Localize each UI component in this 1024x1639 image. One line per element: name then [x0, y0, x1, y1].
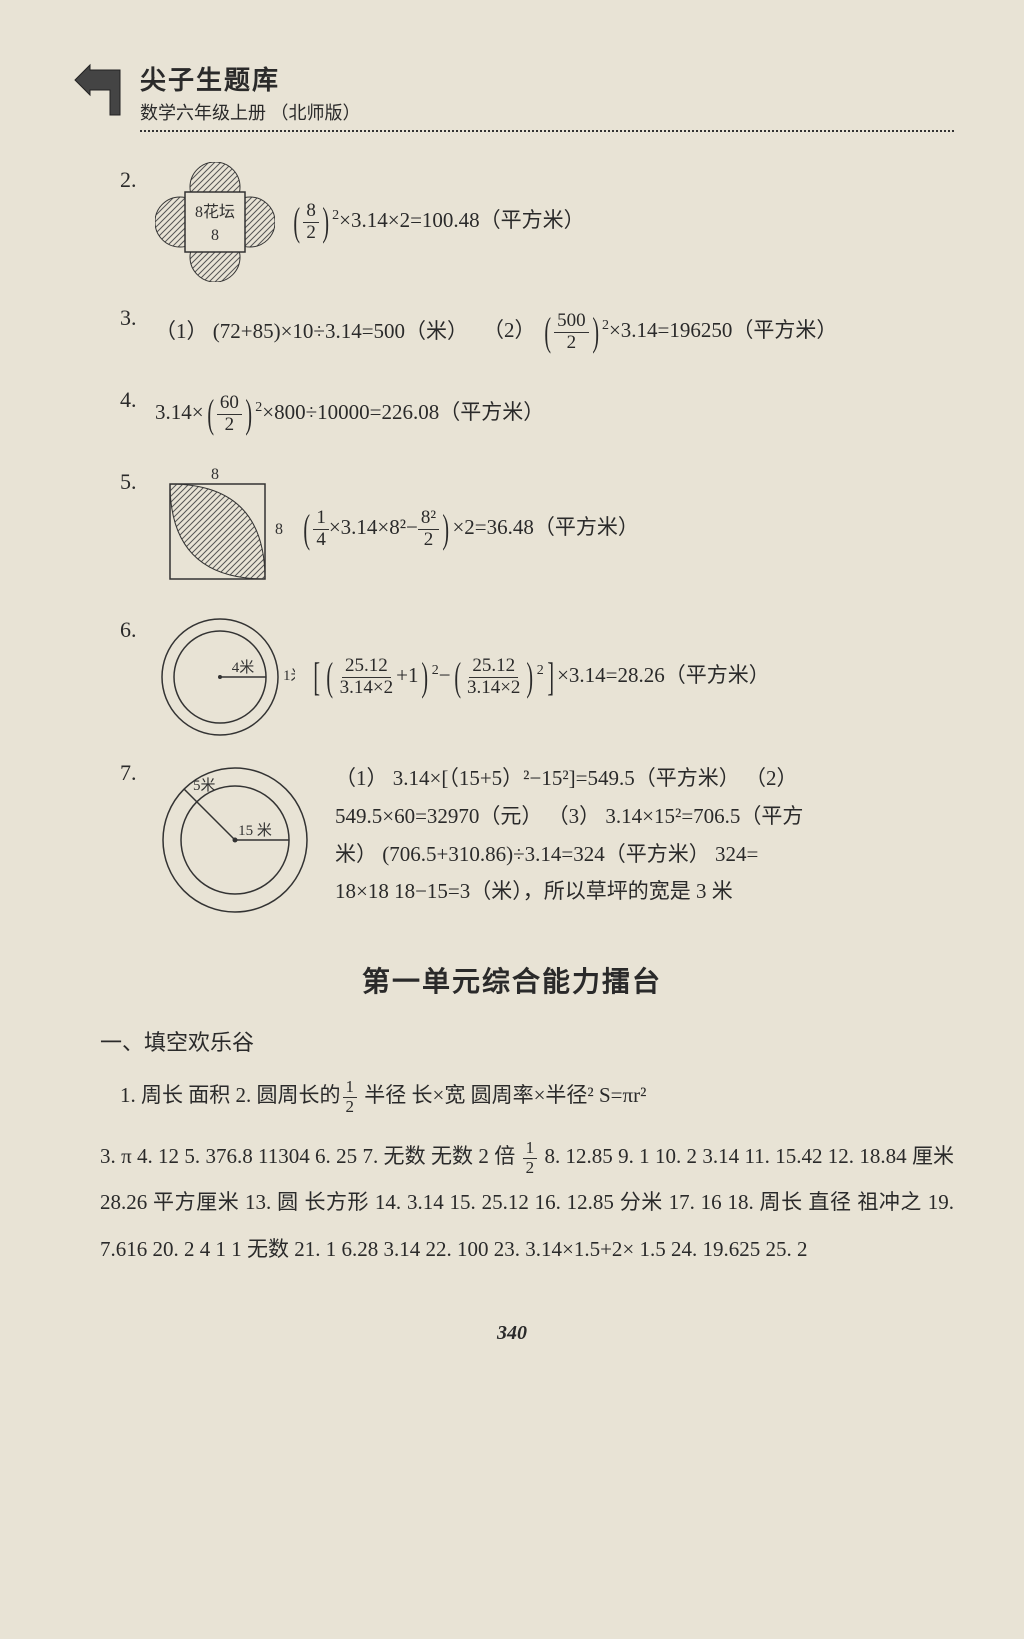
answer-text: 3. π 4. 12 5. 376.8 11304 6. 25 7. 无数 无数… — [100, 1144, 521, 1168]
svg-text:1米: 1米 — [283, 667, 295, 684]
svg-text:4米: 4米 — [232, 659, 255, 676]
problem-2: 2. 8花坛 8 (82)2×3.14×2=100.48（平方米） — [120, 162, 954, 282]
svg-text:5米: 5米 — [193, 777, 216, 794]
problem-number: 5. — [120, 464, 155, 499]
arrow-icon — [70, 60, 130, 120]
problem-4: 4. 3.14×(602)2×800÷10000=226.08（平方米） — [120, 382, 954, 446]
line: 549.5×60=32970（元） （3） 3.14×15²=706.5（平方 — [335, 798, 954, 836]
problem-7-text: （1） 3.14×[（15+5）²−15²]=549.5（平方米） （2） 54… — [335, 760, 954, 911]
problem-3: 3. （1） (72+85)×10÷3.14=500（米） （2） (5002)… — [120, 300, 954, 364]
problem-number: 4. — [120, 382, 155, 417]
problem-5: 5. 8 8 (14×3.14×8²−8²2)×2=36.48（平方米） — [120, 464, 954, 594]
problem-7: 7. 5米 15 米 （1） 3.14×[（15+5）²−15²]=549.5（… — [120, 760, 954, 920]
header-text: 尖子生题库 数学六年级上册 （北师版） — [140, 60, 954, 132]
formula: [(25.123.14×2+1)2−(25.123.14×2)2]×3.14=2… — [310, 645, 770, 709]
formula: (82)2×3.14×2=100.48（平方米） — [290, 190, 585, 254]
svg-text:8花坛: 8花坛 — [195, 203, 235, 221]
answer-line: 1. 周长 面积 2. 圆周长的12 半径 长×宽 圆周率×半径² S=πr² — [120, 1072, 954, 1118]
section-subtitle: 一、填空欢乐谷 — [100, 1025, 954, 1057]
problem-number: 7. — [120, 760, 155, 786]
line: 18×18 18−15=3（米），所以草坪的宽是 3 米 — [335, 873, 954, 911]
formula-part2: （2） (5002)2×3.14=196250（平方米） — [483, 300, 837, 364]
formula: (14×3.14×8²−8²2)×2=36.48（平方米） — [300, 497, 639, 561]
svg-text:15 米: 15 米 — [238, 822, 272, 839]
page-number: 340 — [70, 1322, 954, 1345]
flower-diagram: 8花坛 8 — [155, 162, 275, 282]
page-header: 尖子生题库 数学六年级上册 （北师版） — [70, 60, 954, 132]
concentric-diagram: 5米 15 米 — [155, 760, 315, 920]
line: 米） (706.5+310.86)÷3.14=324（平方米） 324= — [335, 836, 954, 874]
book-subtitle: 数学六年级上册 （北师版） — [140, 99, 954, 125]
problem-number: 2. — [120, 162, 155, 197]
svg-text:8: 8 — [275, 521, 283, 538]
problem-number: 6. — [120, 612, 155, 647]
answers-block: 1. 周长 面积 2. 圆周长的12 半径 长×宽 圆周率×半径² S=πr² — [120, 1072, 954, 1118]
answer-text: 1.5 24. 19.625 25. 2 — [640, 1237, 808, 1261]
formula: 3.14×(602)2×800÷10000=226.08（平方米） — [155, 382, 544, 446]
section-title: 第一单元综合能力擂台 — [70, 960, 954, 1000]
problem-number: 3. — [120, 300, 155, 335]
svg-text:8: 8 — [211, 227, 219, 244]
answers-block-2: 3. π 4. 12 5. 376.8 11304 6. 25 7. 无数 无数… — [100, 1133, 954, 1272]
line: （1） 3.14×[（15+5）²−15²]=549.5（平方米） （2） — [335, 760, 954, 798]
problem-6: 6. 4米 1米 [(25.123.14×2+1)2−(25.123.14×2)… — [120, 612, 954, 742]
leaf-square-diagram: 8 8 — [155, 464, 285, 594]
ring-diagram: 4米 1米 — [155, 612, 295, 742]
answer-text: 7.616 20. 2 4 1 1 无数 21. 1 6.28 3.14 22.… — [100, 1237, 634, 1261]
book-title: 尖子生题库 — [140, 60, 954, 97]
svg-text:8: 8 — [211, 466, 219, 483]
answer-text: 14. 3.14 15. 25.12 16. 12.85 分米 17. 16 1… — [375, 1190, 954, 1214]
answer-text: 8. 12.85 9. — [539, 1144, 634, 1168]
formula-part1: （1） (72+85)×10÷3.14=500（米） — [155, 315, 468, 349]
